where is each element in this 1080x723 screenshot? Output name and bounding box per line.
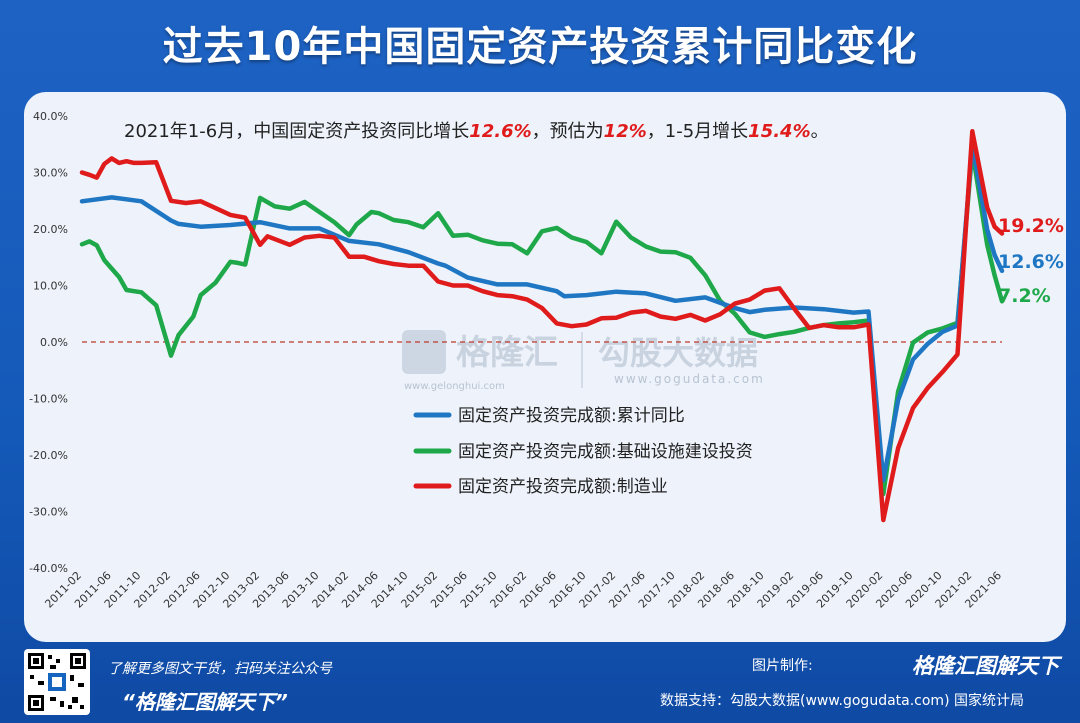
footer-account-name: “格隆汇图解天下” — [122, 690, 288, 714]
chart-panel: 格隆汇 www.gelonghui.com 勾股大数据 www.gogudata.co… — [24, 92, 1066, 642]
series-line-mfg — [79, 129, 1005, 523]
y-tick-label: -20.0% — [29, 449, 68, 462]
annotation-highlight-value: 12.6% — [469, 121, 531, 142]
y-tick-label: 10.0% — [33, 280, 68, 293]
legend-label-total: 固定资产投资完成额:累计同比 — [458, 406, 685, 426]
y-tick-label: 40.0% — [33, 110, 68, 123]
watermark-brand-url: www.gelonghui.com — [404, 381, 505, 392]
annotation-highlight-value: 15.4% — [748, 121, 810, 142]
end-label-infra: 7.2% — [998, 285, 1051, 307]
chart-annotation: 2021年1-6月，中国固定资产投资同比增长12.6%，预估为12%，1-5月增… — [124, 121, 829, 142]
end-label-total: 12.6% — [998, 251, 1064, 273]
y-tick-label: 20.0% — [33, 223, 68, 236]
watermark-brand: 格隆汇 — [456, 333, 558, 373]
footer-made-brand: 格隆汇图解天下 — [912, 654, 1059, 678]
footer-made-label: 图片制作: — [752, 658, 813, 674]
annotation-highlight-value: 12% — [604, 121, 647, 142]
y-tick-label: -40.0% — [29, 562, 68, 575]
y-tick-label: -10.0% — [29, 393, 68, 406]
qr-code-icon[interactable] — [24, 649, 90, 715]
y-tick-label: 30.0% — [33, 167, 68, 180]
watermark-logo-icon — [402, 330, 446, 374]
legend-label-mfg: 固定资产投资完成额:制造业 — [458, 477, 668, 497]
series-line-total — [79, 142, 1005, 483]
legend-label-infra: 固定资产投资完成额:基础设施建设投资 — [458, 442, 753, 462]
watermark-data-url: www.gogudata.com — [614, 372, 765, 386]
footer-follow-text: 了解更多图文干货，扫码关注公众号 — [108, 661, 332, 677]
series-line-infra — [79, 148, 1005, 497]
watermark-data-brand: 勾股大数据 — [598, 334, 758, 372]
annotation-text: 。 — [811, 121, 829, 142]
annotation-text: 2021年1-6月，中国固定资产投资同比增长 — [124, 121, 469, 142]
annotation-text: ，1-5月增长 — [647, 121, 748, 142]
footer-data-source: 数据支持：勾股大数据(www.gogudata.com) 国家统计局 — [660, 693, 1024, 709]
y-tick-label: 0.0% — [40, 336, 68, 349]
line-chart: 格隆汇 www.gelonghui.com 勾股大数据www.gogudata.co… — [29, 110, 1064, 611]
page-title: 过去10年中国固定资产投资累计同比变化 — [162, 24, 918, 70]
y-tick-label: -30.0% — [29, 506, 68, 519]
annotation-text: ，预估为 — [532, 121, 604, 142]
end-label-mfg: 19.2% — [998, 215, 1064, 237]
